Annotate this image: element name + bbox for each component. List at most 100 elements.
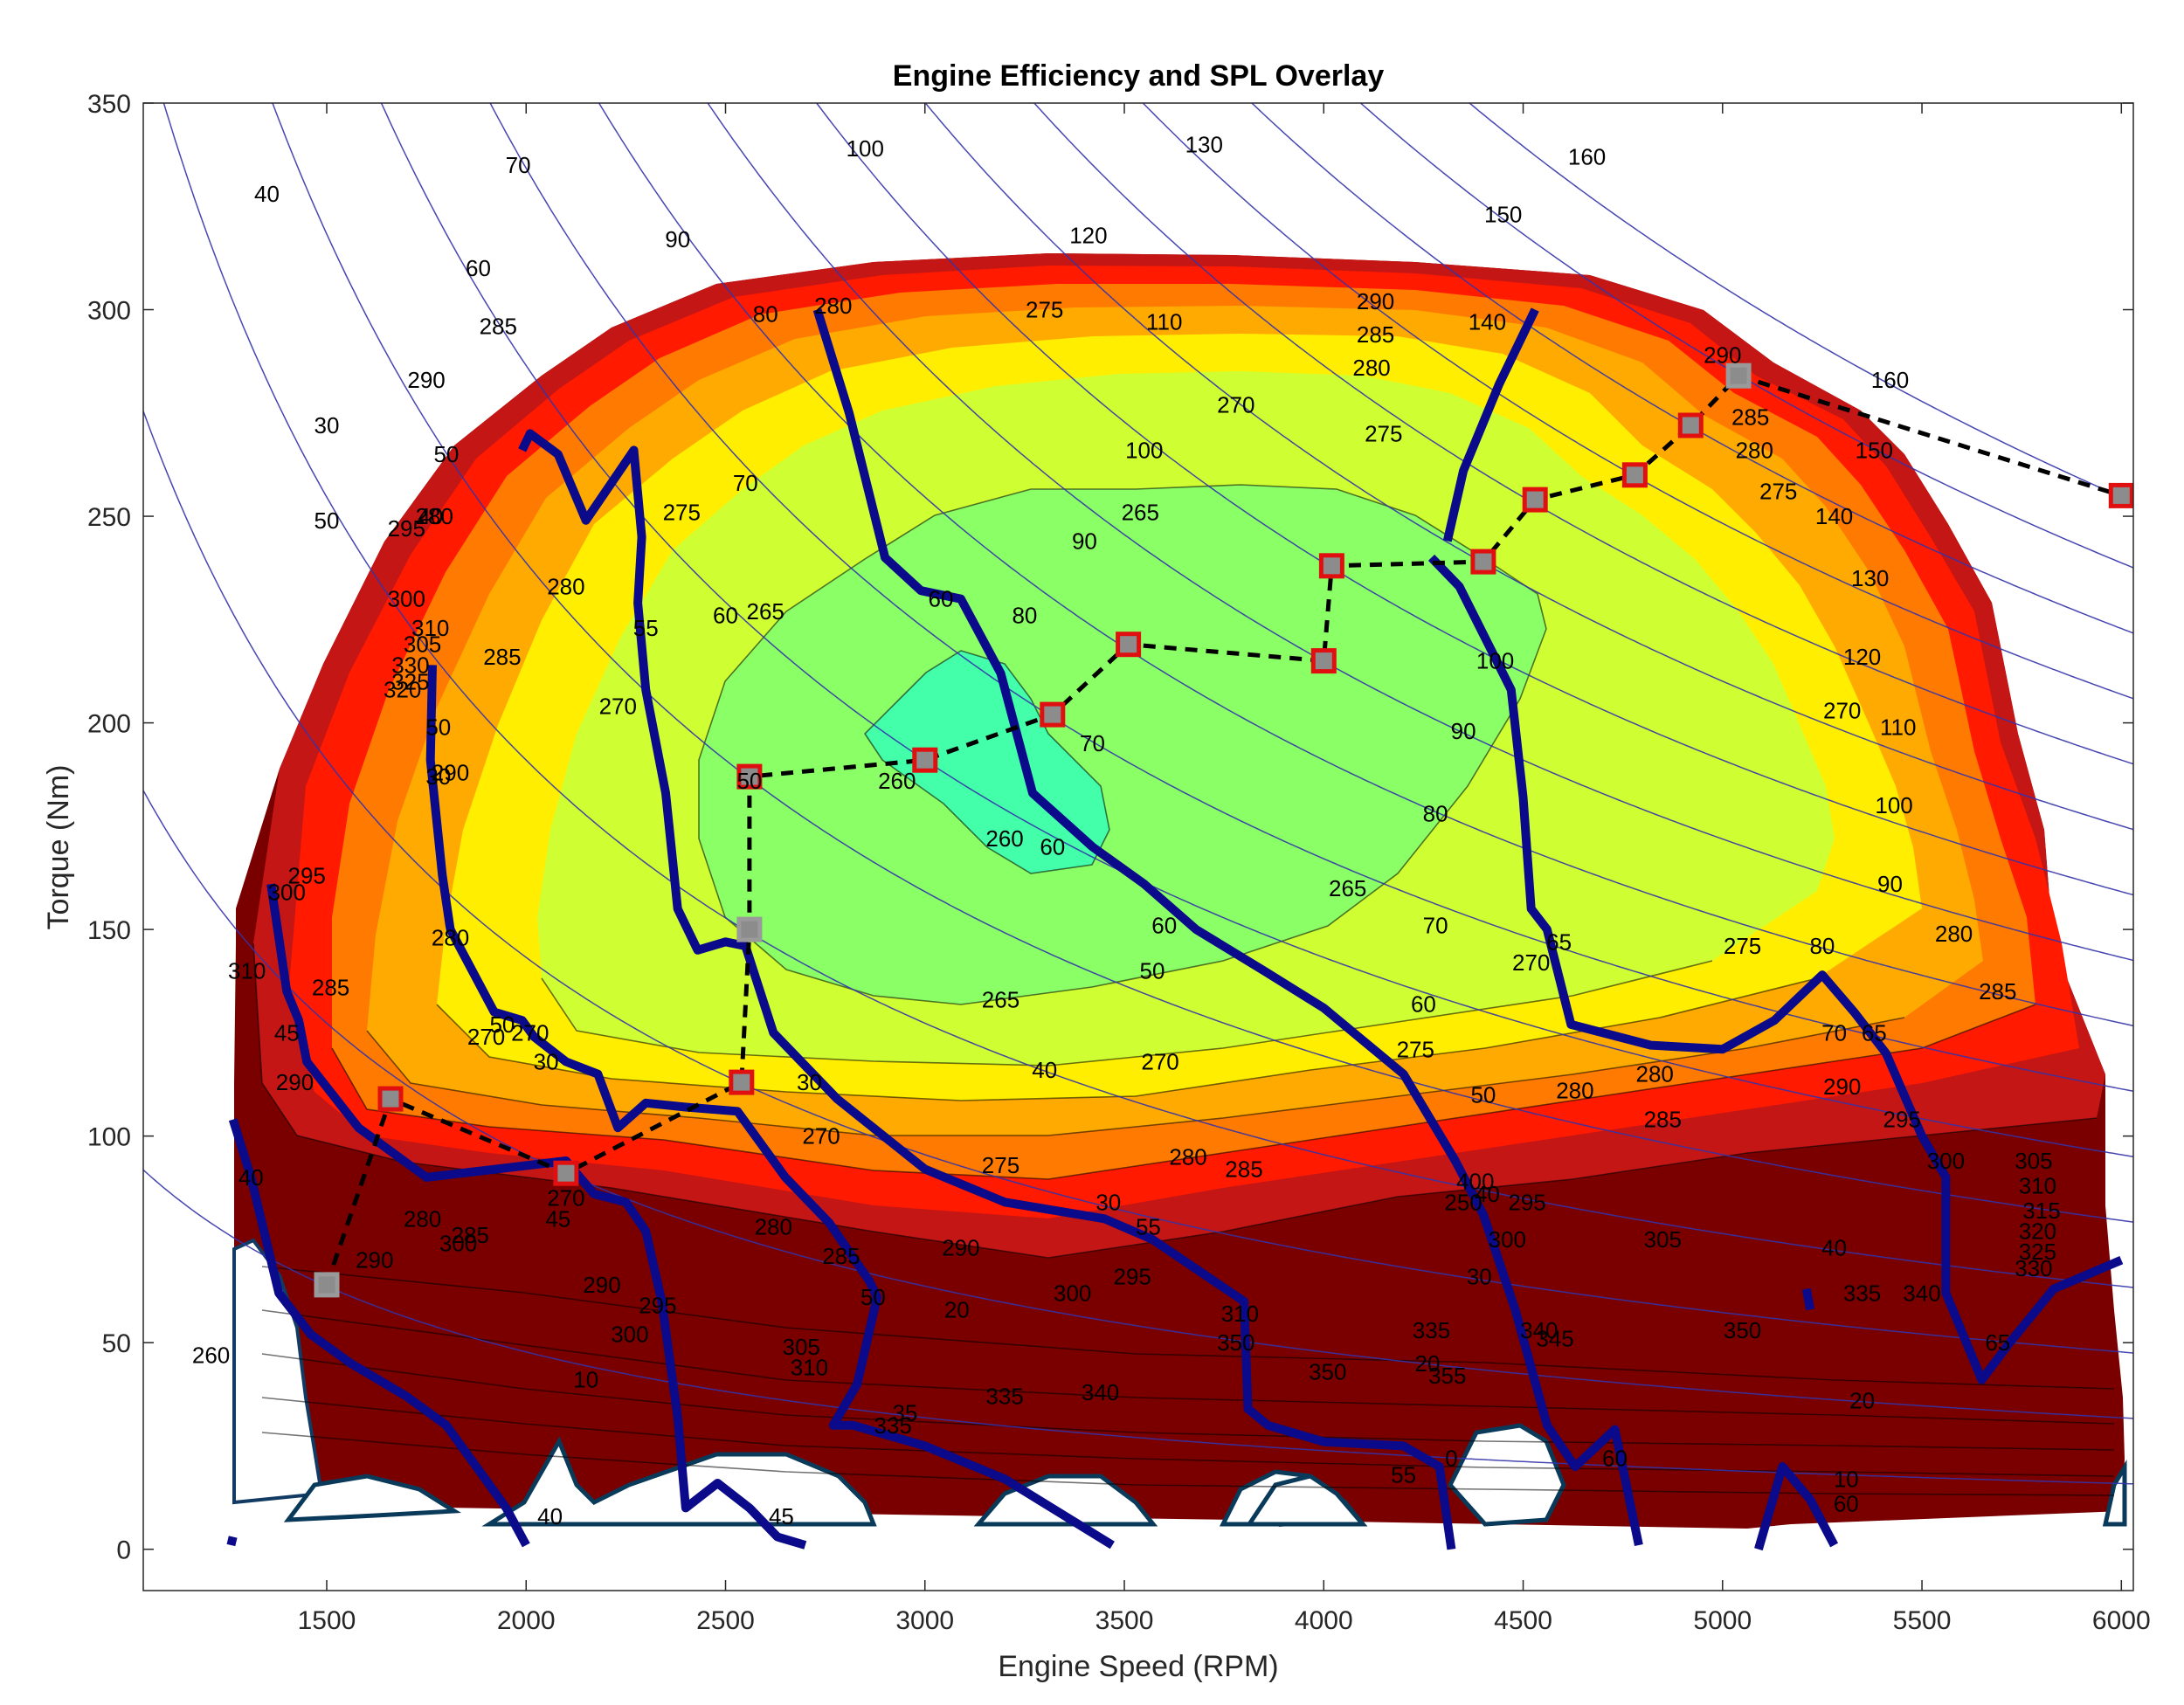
y-tick-label: 200: [87, 710, 131, 739]
contour-line: [261, 1353, 2115, 1451]
contour-label: 280: [1636, 1061, 1674, 1087]
contour-label: 20: [1415, 1350, 1441, 1377]
contour-label: 290: [407, 367, 445, 393]
contour-label: 70: [1423, 912, 1448, 938]
contour-label: 50: [1140, 957, 1165, 984]
contour-label: 140: [1469, 309, 1506, 335]
y-tick-label: 300: [87, 297, 131, 326]
path-marker: [1522, 487, 1548, 513]
contour-label: 30: [314, 412, 340, 438]
contour-label: 100: [1875, 792, 1912, 818]
contour-label: 275: [982, 1152, 1019, 1178]
contour-label: 60: [1151, 912, 1177, 938]
contour-label: 140: [1815, 503, 1853, 529]
contour-label: 270: [1141, 1049, 1178, 1075]
contour-label: 70: [506, 152, 531, 178]
contour-label: 400: [1456, 1169, 1494, 1195]
contour-line: [261, 1432, 2115, 1496]
contour-label: 335: [985, 1384, 1023, 1410]
contour-label: 280: [416, 503, 453, 529]
contour-label: 280: [432, 925, 469, 951]
contour-label: 45: [274, 1019, 300, 1046]
contour-label: 265: [1122, 499, 1159, 525]
contour-label: 270: [599, 694, 637, 720]
white-hole-10: [2102, 1459, 2127, 1527]
power-line: [143, 790, 2133, 1419]
contour-label: 270: [547, 1185, 584, 1211]
contour-label: 300: [611, 1322, 648, 1348]
contour-label: 80: [1809, 933, 1835, 959]
contour-label: 285: [822, 1243, 860, 1269]
contour-label: 290: [942, 1234, 979, 1260]
contour-label: 30: [1467, 1264, 1492, 1290]
contour-label: 150: [1856, 437, 1893, 463]
contour-label: 285: [452, 1222, 489, 1248]
plot-area: 290 285 80 280 275 110 120 290 285 280 140 275 270 10…: [143, 103, 2133, 1551]
contour-label: 130: [1185, 131, 1223, 157]
x-tick-label: 5000: [1693, 1606, 1752, 1635]
contour-label: 100: [1125, 437, 1163, 463]
spl-line: [425, 665, 1115, 1550]
contour-label: 295: [1508, 1189, 1545, 1215]
contour-label: 295: [1114, 1264, 1151, 1290]
contour-label: 50: [1470, 1081, 1496, 1108]
power-line: [1033, 103, 2133, 765]
contour-label: 350: [1724, 1317, 1761, 1343]
contour-label: 65: [1546, 928, 1572, 955]
power-hyperbolas: [143, 103, 2133, 1485]
contour-labels: 290 285 80 280 275 110 120 290 285 280 140 275 270 10…: [192, 131, 2061, 1529]
efficiency-path: [314, 362, 2133, 1298]
y-tick-label: 150: [87, 916, 131, 945]
contour-label: 320: [384, 677, 421, 703]
path-marker: [553, 1160, 579, 1186]
white-hole-1: [232, 1238, 324, 1505]
x-tick-label: 5500: [1893, 1606, 1952, 1635]
path-marker: [1310, 648, 1337, 674]
contour-label: 285: [1979, 978, 2016, 1004]
contour-label: 310: [2019, 1172, 2056, 1198]
contour-label: 90: [665, 226, 690, 252]
contour-label: 270: [1512, 949, 1550, 976]
contour-label: 50: [433, 441, 459, 467]
axes-box: [142, 102, 2134, 1591]
contour-label: 355: [1428, 1363, 1466, 1389]
contour-label: 310: [791, 1355, 828, 1381]
contour-label: 70: [1821, 1019, 1847, 1046]
contour-line: [261, 1397, 2115, 1477]
x-tick-label: 2500: [696, 1606, 755, 1635]
contour-label: 160: [1871, 367, 1909, 393]
power-line: [162, 103, 2133, 1288]
x-axis-ticks: 1500 2000 2500 3000 3500 4000 4500 5000 5500 6000: [298, 103, 2151, 1635]
contour-label: 265: [1329, 875, 1366, 901]
y-tick-label: 100: [87, 1123, 131, 1152]
contour-label: 45: [769, 1503, 794, 1529]
spl-line: [228, 1118, 530, 1548]
contour-label: 280: [1169, 1143, 1206, 1170]
path-marker: [736, 916, 763, 942]
path-marker: [377, 1086, 404, 1112]
contour-label: 325: [2019, 1239, 2056, 1265]
contour-label: 50: [736, 768, 762, 794]
contour-label: 260: [878, 768, 916, 794]
contour-label: 305: [1644, 1226, 1682, 1253]
spl-line: [1754, 1462, 1839, 1551]
contour-label: 280: [1352, 355, 1390, 381]
contour-label: 270: [802, 1123, 840, 1149]
contour-label: 30: [797, 1069, 822, 1095]
contour-label: 50: [425, 714, 451, 740]
contour-label: 40: [1821, 1234, 1847, 1260]
contour-label: 60: [1411, 991, 1436, 1017]
contour-label: 160: [1568, 144, 1606, 170]
path-marker: [1470, 549, 1496, 575]
contour-label: 305: [404, 632, 441, 658]
contour-label: 90: [1877, 871, 1903, 897]
contour-label: 60: [929, 586, 954, 612]
contour-label: 40: [254, 181, 280, 207]
contour-label: 340: [1903, 1280, 1940, 1306]
contour-label: 40: [1475, 1181, 1500, 1207]
contour-label: 50: [314, 507, 340, 534]
contour-label: 80: [1423, 801, 1448, 827]
y-tick-label: 250: [87, 503, 131, 532]
